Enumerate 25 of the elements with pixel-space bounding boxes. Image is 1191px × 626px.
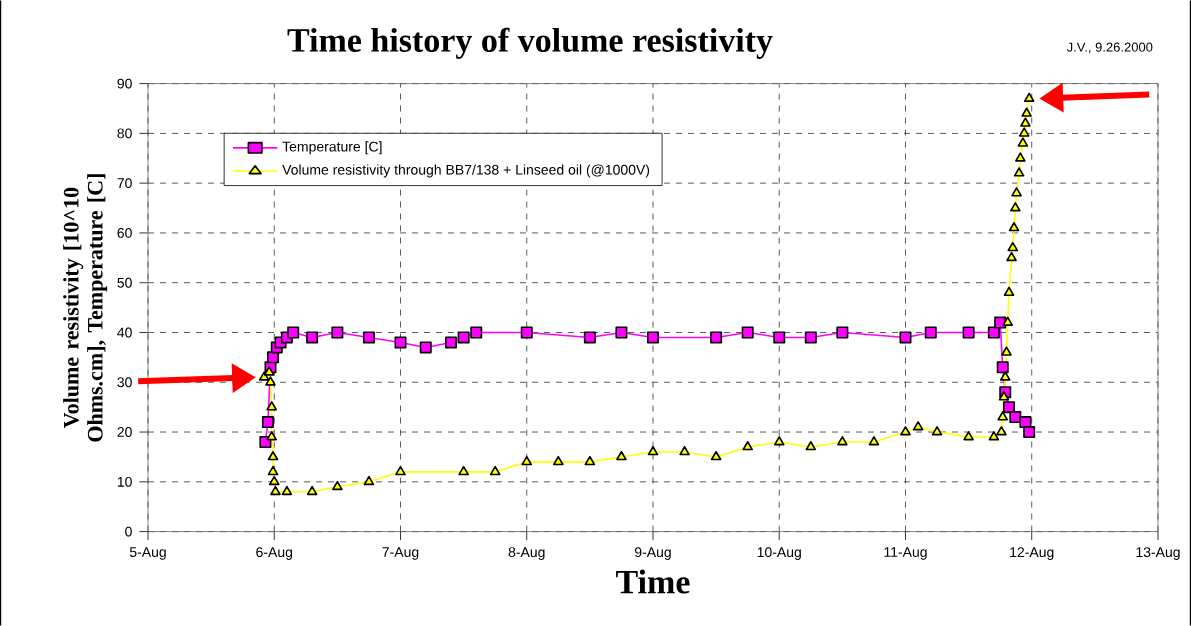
y-axis-title: Volume resistivity [10^10 Ohms.cm], Temperature [C] <box>63 174 108 442</box>
x-tick-label: 9-Aug <box>634 547 671 560</box>
x-axis-title: Time <box>616 569 690 594</box>
y-tick-label: 30 <box>117 377 132 388</box>
y-tick-label: 50 <box>117 277 132 288</box>
y-tick-label: 70 <box>117 178 132 188</box>
y-tick-label: 10 <box>117 476 132 487</box>
x-tick-label: 5-Aug <box>129 547 166 560</box>
y-tick-label: 90 <box>117 78 132 89</box>
y-tick-label: 80 <box>117 128 132 139</box>
y-tick-label: 60 <box>117 227 132 238</box>
y-tick-label: 0 <box>125 526 132 537</box>
x-tick-label: 10-Aug <box>757 547 801 560</box>
y-tick-label: 40 <box>117 327 132 338</box>
y-tick-label: 20 <box>117 427 132 437</box>
x-tick-label: 11-Aug <box>884 547 927 560</box>
chart-title: Time history of volume resistivity <box>287 27 773 59</box>
legend-label: Volume resistivity through BB7/138 + Linseed oil (@1000V) <box>282 164 650 178</box>
x-tick-label: 12-Aug <box>1010 547 1054 560</box>
x-tick-label: 13-Aug <box>1136 547 1180 560</box>
text: J.V., 9.26.2000 <box>1066 42 1153 54</box>
x-tick-label: 6-Aug <box>256 547 293 560</box>
x-tick-label: 8-Aug <box>508 547 545 560</box>
legend-label: Temperature [C] <box>282 141 382 155</box>
x-tick-label: 7-Aug <box>382 547 419 560</box>
